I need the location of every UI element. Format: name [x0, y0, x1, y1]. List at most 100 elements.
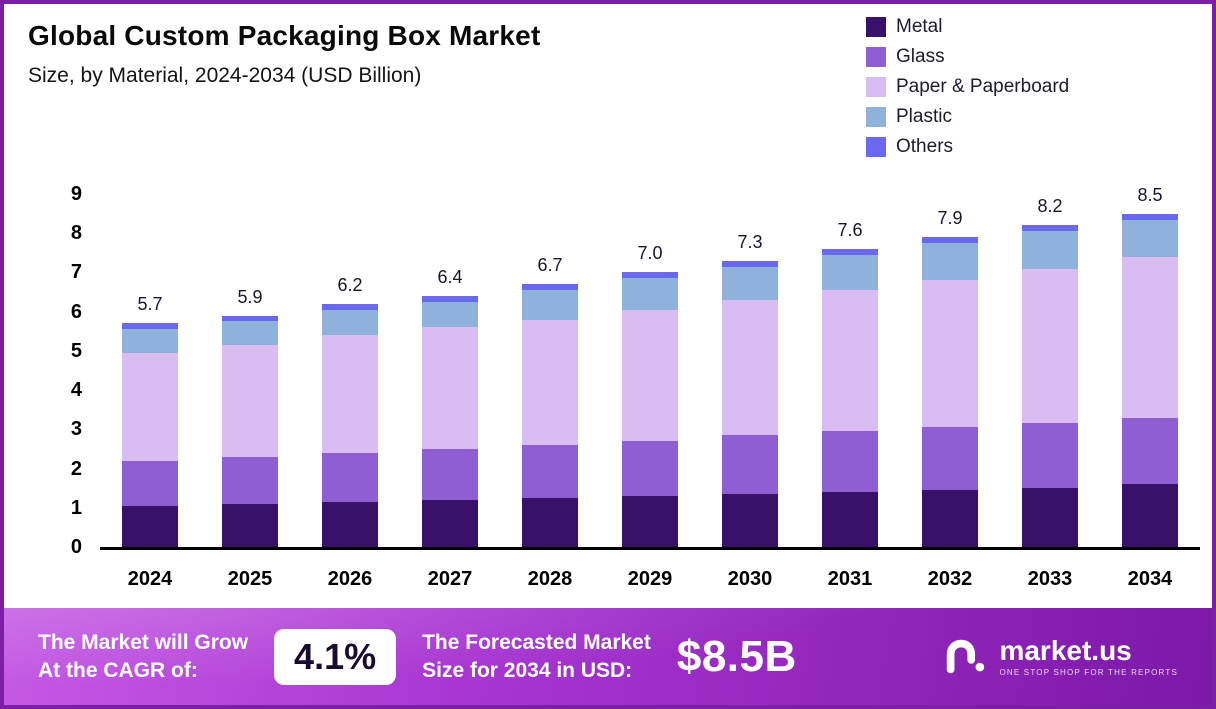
bar-total-label: 8.5 — [1137, 184, 1163, 205]
bar-total-label: 7.9 — [937, 208, 963, 229]
x-axis-label: 2032 — [927, 568, 973, 590]
bar-column: 7.3 — [700, 194, 800, 547]
x-axis-label: 2034 — [1127, 568, 1173, 590]
x-axis-label: 2031 — [827, 568, 873, 590]
bar-total-label: 7.3 — [737, 231, 763, 252]
bar-column: 6.7 — [500, 194, 600, 547]
legend-swatch — [866, 107, 886, 127]
bar-segment — [822, 431, 878, 493]
bar-column: 6.4 — [400, 194, 500, 547]
bar-segment — [222, 456, 278, 504]
bar-segment — [222, 321, 278, 346]
bar-stack — [822, 248, 878, 547]
y-axis-tick: 9 — [70, 183, 82, 205]
bar-segment — [322, 309, 378, 336]
bars-container: 5.7 5.9 6.2 6.4 6.7 7.0 7.3 7.6 7.9 8.2 8.5 — [100, 185, 1200, 550]
brand-logo-icon — [947, 639, 985, 673]
bar-column: 8.5 — [1100, 185, 1200, 547]
bar-segment — [822, 248, 878, 255]
brand-name: market.us — [999, 634, 1132, 666]
y-axis-tick: 5 — [70, 339, 82, 362]
y-axis-tick: 6 — [70, 300, 82, 323]
bar-segment — [922, 490, 978, 547]
bar-segment — [722, 266, 778, 300]
brand-text: market.us ONE STOP SHOP FOR THE REPORTS — [999, 634, 1178, 678]
bar-segment — [1122, 417, 1178, 485]
x-axis-label: 2025 — [227, 568, 273, 590]
bar-segment — [222, 315, 278, 322]
chart-area: Global Custom Packaging Box Market Size,… — [4, 4, 1212, 608]
bar-segment — [122, 505, 178, 547]
bar-segment — [1022, 268, 1078, 424]
bar-segment — [422, 327, 478, 449]
legend-item: Metal — [866, 16, 1069, 38]
bar-total-label: 6.4 — [437, 267, 463, 288]
bar-stack — [222, 315, 278, 547]
bar-column: 5.9 — [200, 194, 300, 547]
bar-column: 6.2 — [300, 194, 400, 547]
bar-segment — [622, 278, 678, 310]
bar-segment — [122, 460, 178, 506]
y-axis-tick: 8 — [70, 222, 82, 245]
bar-segment — [122, 352, 178, 461]
cagr-value: 4.1% — [274, 628, 397, 685]
y-axis-tick: 3 — [70, 418, 82, 441]
bar-segment — [1022, 488, 1078, 547]
bar-column: 8.2 — [1000, 194, 1100, 547]
bar-total-label: 5.7 — [137, 294, 163, 315]
bar-segment — [822, 492, 878, 547]
chart-subtitle: Size, by Material, 2024-2034 (USD Billio… — [28, 64, 422, 87]
legend-label: Glass — [896, 46, 945, 67]
x-axis-label: 2033 — [1027, 568, 1073, 590]
bar-segment — [322, 501, 378, 547]
bar-segment — [722, 494, 778, 547]
bar-total-label: 6.7 — [537, 255, 563, 276]
bar-stack — [922, 237, 978, 547]
bar-segment — [1122, 219, 1178, 257]
bar-column: 5.7 — [100, 194, 200, 547]
bar-segment — [622, 272, 678, 279]
legend-label: Paper & Paperboard — [896, 76, 1070, 97]
bar-total-label: 8.2 — [1037, 196, 1063, 217]
forecast-label: The Forecasted Market Size for 2034 in U… — [422, 631, 651, 682]
bar-segment — [822, 290, 878, 432]
legend-item: Plastic — [866, 106, 1069, 128]
bar-stack — [422, 296, 478, 547]
bar-segment — [322, 335, 378, 453]
x-axis-label: 2029 — [627, 568, 673, 590]
forecast-value: $8.5B — [676, 631, 797, 681]
bar-segment — [522, 445, 578, 498]
bar-stack — [1022, 225, 1078, 547]
legend-item: Paper & Paperboard — [866, 76, 1069, 98]
bar-segment — [922, 237, 978, 244]
bar-segment — [1122, 256, 1178, 418]
bar-segment — [322, 452, 378, 502]
y-axis-tick: 7 — [70, 261, 82, 284]
x-axis-label: 2026 — [327, 568, 373, 590]
x-axis-label: 2024 — [127, 568, 173, 590]
bar-segment — [222, 345, 278, 457]
legend-swatch — [866, 137, 886, 157]
brand: market.us ONE STOP SHOP FOR THE REPORTS — [942, 634, 1178, 680]
x-axis: 2024 2025 2026 2027 2028 2029 2030 2031 2032 2033… — [100, 550, 1200, 591]
bar-stack — [622, 272, 678, 547]
bar-stack — [1122, 213, 1178, 547]
legend-label: Others — [896, 136, 954, 157]
bar-segment — [522, 319, 578, 446]
bar-segment — [1022, 231, 1078, 269]
legend-swatch — [866, 17, 886, 37]
bar-segment — [522, 284, 578, 291]
bar-segment — [922, 280, 978, 428]
bar-segment — [622, 441, 678, 497]
legend-label: Plastic — [896, 106, 952, 127]
bar-total-label: 6.2 — [337, 274, 363, 295]
footer-banner: The Market will Grow At the CAGR of: 4.1… — [4, 608, 1212, 705]
bar-segment — [1122, 213, 1178, 220]
y-axis-tick: 4 — [70, 379, 82, 402]
bar-stack — [722, 260, 778, 547]
bar-segment — [722, 299, 778, 436]
cagr-label: The Market will Grow At the CAGR of: — [38, 631, 249, 682]
plot-area: 5.7 5.9 6.2 6.4 6.7 7.0 7.3 7.6 7.9 8.2 8.5 2024 20… — [71, 183, 1200, 590]
bar-segment — [1022, 225, 1078, 232]
bar-stack — [322, 303, 378, 547]
